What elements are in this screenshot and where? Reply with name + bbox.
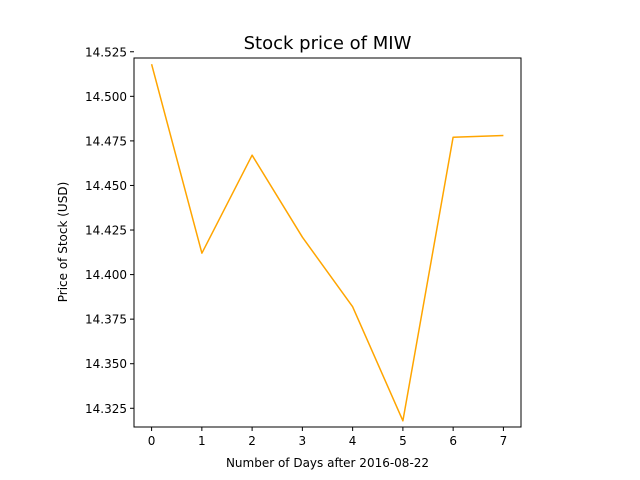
x-tick-label: 3 <box>299 434 307 448</box>
series-line <box>150 64 504 422</box>
series-layer <box>150 64 504 422</box>
y-axis-label: Price of Stock (USD) <box>56 182 70 303</box>
x-tick-label: 0 <box>148 434 156 448</box>
y-tick-label: 14.350 <box>85 357 127 371</box>
x-tick-label: 4 <box>349 434 357 448</box>
y-tick-label: 14.325 <box>85 402 127 416</box>
plot-frame <box>133 57 522 428</box>
x-axis-label: Number of Days after 2016-08-22 <box>226 456 429 470</box>
y-tick-label: 14.450 <box>85 179 127 193</box>
y-tick-label: 14.500 <box>85 90 127 104</box>
y-tick-label: 14.400 <box>85 268 127 282</box>
chart-title: Stock price of MIW <box>244 33 412 54</box>
y-tick-label: 14.425 <box>85 224 127 238</box>
x-tick-label: 7 <box>500 434 508 448</box>
y-tick-label: 14.375 <box>85 313 127 327</box>
y-tick-label: 14.475 <box>85 134 127 148</box>
x-tick-label: 2 <box>248 434 256 448</box>
y-tick-label: 14.525 <box>85 45 127 59</box>
ticks-layer: 0 1 2 3 4 5 6 7 14.325 14.350 14.375 14.400 14.425 14… <box>85 45 507 448</box>
x-tick-label: 5 <box>399 434 407 448</box>
x-tick-label: 1 <box>198 434 206 448</box>
x-tick-label: 6 <box>449 434 457 448</box>
